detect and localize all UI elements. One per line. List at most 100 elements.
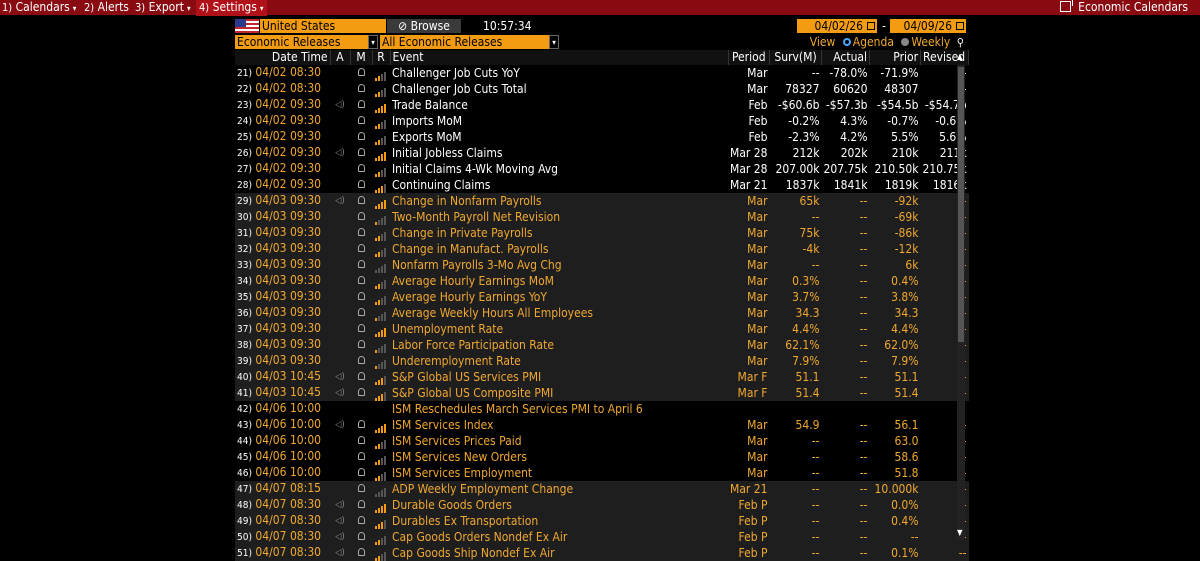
alert-cell[interactable]	[330, 241, 350, 257]
row-index[interactable]: 40)	[237, 372, 252, 383]
table-row[interactable]: 25) 04/02 09:30 Exports MoM Feb -2.3% 4.2% 5.…	[235, 129, 969, 145]
table-row[interactable]: 47) 04/07 08:15 ADP Weekly Employment Cha…	[235, 481, 969, 497]
speaker-icon[interactable]: ◁)	[335, 548, 345, 558]
monitor-cell[interactable]	[350, 529, 372, 545]
bell-icon[interactable]	[357, 547, 365, 556]
row-index[interactable]: 41)	[237, 388, 252, 399]
row-index[interactable]: 43)	[237, 420, 252, 431]
event-name[interactable]: Cap Goods Ship Nondef Ex Air	[390, 545, 728, 561]
col-survey-header[interactable]: Surv(M)	[769, 50, 823, 65]
table-row[interactable]: 35) 04/03 09:30 Average Hourly Earnings Y…	[235, 289, 969, 305]
bell-icon[interactable]	[357, 435, 365, 444]
menu-export[interactable]: 3) Export ▾	[135, 0, 191, 14]
row-index[interactable]: 31)	[237, 228, 252, 239]
table-row[interactable]: 45) 04/06 10:00 ISM Services New Orders Ma…	[235, 449, 969, 465]
bell-icon[interactable]	[357, 339, 365, 348]
event-name[interactable]: ISM Reschedules March Services PMI to Ap…	[390, 401, 969, 417]
event-name[interactable]: Two-Month Payroll Net Revision	[390, 209, 728, 225]
table-row[interactable]: 36) 04/03 09:30 Average Weekly Hours All …	[235, 305, 969, 321]
alert-cell[interactable]	[330, 337, 350, 353]
monitor-cell[interactable]	[350, 513, 372, 529]
bell-icon[interactable]	[357, 83, 365, 92]
bell-icon[interactable]	[357, 499, 365, 508]
event-name[interactable]: Change in Nonfarm Payrolls	[390, 193, 728, 209]
table-row[interactable]: 41) 04/03 10:45 ◁) S&P Global US Composite…	[235, 385, 969, 401]
bell-icon[interactable]	[357, 67, 365, 76]
event-name[interactable]: S&P Global US Composite PMI	[390, 385, 728, 401]
event-name[interactable]: Unemployment Rate	[390, 321, 728, 337]
alert-cell[interactable]: ◁)	[330, 417, 350, 433]
bell-icon[interactable]	[357, 307, 365, 316]
alert-cell[interactable]	[330, 257, 350, 273]
alert-cell[interactable]: ◁)	[330, 545, 350, 561]
row-index[interactable]: 26)	[237, 148, 252, 159]
weekly-radio[interactable]	[901, 38, 910, 46]
table-row[interactable]: 28) 04/02 09:30 Continuing Claims Mar 21 18…	[235, 177, 969, 193]
monitor-cell[interactable]	[350, 465, 372, 481]
bell-icon[interactable]	[357, 467, 365, 476]
table-row[interactable]: 29) 04/03 09:30 ◁) Change in Nonfarm Payro…	[235, 193, 969, 209]
alert-cell[interactable]: ◁)	[330, 497, 350, 513]
browse-button[interactable]: ⊘ Browse	[387, 19, 461, 33]
bell-icon[interactable]	[357, 371, 365, 380]
table-row[interactable]: 24) 04/02 09:30 Imports MoM Feb -0.2% 4.3% -0…	[235, 113, 969, 129]
speaker-icon[interactable]: ◁)	[335, 196, 345, 206]
table-row[interactable]: 48) 04/07 08:30 ◁) Durable Goods Orders Feb…	[235, 497, 969, 513]
row-index[interactable]: 46)	[237, 468, 252, 479]
table-row[interactable]: 49) 04/07 08:30 ◁) Durables Ex Transportat…	[235, 513, 969, 529]
event-name[interactable]: ISM Services Prices Paid	[390, 433, 728, 449]
speaker-icon[interactable]: ◁)	[335, 100, 345, 110]
start-date-field[interactable]: 04/02/26	[797, 19, 877, 33]
bell-icon[interactable]	[357, 291, 365, 300]
row-index[interactable]: 30)	[237, 212, 252, 223]
table-row[interactable]: 21) 04/02 08:30 Challenger Job Cuts YoY Ma…	[235, 65, 969, 81]
monitor-cell[interactable]	[350, 97, 372, 113]
alert-cell[interactable]	[330, 177, 350, 193]
speaker-icon[interactable]: ◁)	[335, 388, 345, 398]
chevron-down-icon[interactable]: ▾	[368, 35, 378, 49]
monitor-cell[interactable]	[350, 81, 372, 97]
col-a-header[interactable]: A	[330, 50, 351, 65]
bell-icon[interactable]	[357, 147, 365, 156]
speaker-icon[interactable]: ◁)	[335, 532, 345, 542]
event-name[interactable]: S&P Global US Services PMI	[390, 369, 728, 385]
table-row[interactable]: 34) 04/03 09:30 Average Hourly Earnings M…	[235, 273, 969, 289]
alert-cell[interactable]: ◁)	[330, 529, 350, 545]
alert-cell[interactable]	[330, 161, 350, 177]
monitor-cell[interactable]	[350, 401, 372, 417]
monitor-cell[interactable]	[350, 113, 372, 129]
monitor-cell[interactable]	[350, 257, 372, 273]
alert-cell[interactable]: ◁)	[330, 513, 350, 529]
table-row[interactable]: 22) 04/02 08:30 Challenger Job Cuts Total…	[235, 81, 969, 97]
alert-cell[interactable]	[330, 225, 350, 241]
row-index[interactable]: 21)	[237, 68, 252, 79]
col-m-header[interactable]: M	[350, 50, 373, 65]
event-name[interactable]: ISM Services Employment	[390, 465, 728, 481]
row-index[interactable]: 29)	[237, 196, 252, 207]
col-datetime-header[interactable]: Date Time	[235, 50, 331, 65]
table-row[interactable]: 38) 04/03 09:30 Labor Force Participation…	[235, 337, 969, 353]
alert-cell[interactable]	[330, 465, 350, 481]
row-index[interactable]: 45)	[237, 452, 252, 463]
alert-cell[interactable]: ◁)	[330, 385, 350, 401]
col-actual-header[interactable]: Actual	[821, 50, 871, 65]
event-name[interactable]: Durables Ex Transportation	[390, 513, 728, 529]
row-index[interactable]: 44)	[237, 436, 252, 447]
table-row[interactable]: 43) 04/06 10:00 ◁) ISM Services Index Mar 54…	[235, 417, 969, 433]
table-row[interactable]: 31) 04/03 09:30 Change in Private Payroll…	[235, 225, 969, 241]
alert-cell[interactable]	[330, 305, 350, 321]
bell-icon[interactable]	[357, 163, 365, 172]
monitor-cell[interactable]	[350, 65, 372, 81]
event-name[interactable]: Underemployment Rate	[390, 353, 728, 369]
bell-icon[interactable]	[357, 227, 365, 236]
alert-cell[interactable]	[330, 65, 350, 81]
bell-icon[interactable]	[357, 275, 365, 284]
alert-cell[interactable]	[330, 433, 350, 449]
table-row[interactable]: 51) 04/07 08:30 ◁) Cap Goods Ship Nondef E…	[235, 545, 969, 561]
table-row[interactable]: 44) 04/06 10:00 ISM Services Prices Paid M…	[235, 433, 969, 449]
row-index[interactable]: 34)	[237, 276, 252, 287]
table-row[interactable]: 26) 04/02 09:30 ◁) Initial Jobless Claims M…	[235, 145, 969, 161]
alert-cell[interactable]	[330, 81, 350, 97]
filter-dropdown[interactable]: All Economic Releases	[380, 35, 549, 49]
row-index[interactable]: 24)	[237, 116, 252, 127]
